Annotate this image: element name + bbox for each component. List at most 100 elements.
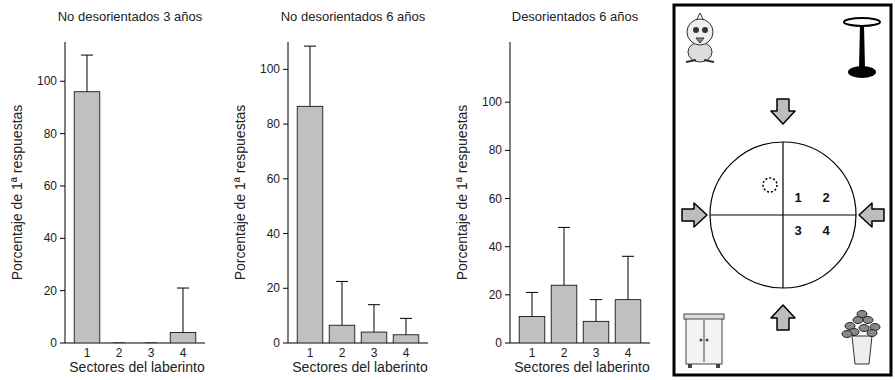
sector-label: 3 — [794, 223, 801, 238]
chart-title: Desorientados 6 años — [512, 9, 639, 24]
error-bar — [558, 227, 570, 285]
y-tick-label: 80 — [489, 143, 503, 157]
error-stem — [183, 288, 184, 332]
error-cap — [177, 288, 189, 289]
error-stem — [310, 46, 311, 106]
y-tick — [283, 288, 288, 289]
y-tick-label: 20 — [267, 281, 281, 295]
y-tick-label: 20 — [44, 284, 58, 298]
y-tick-label: 0 — [50, 336, 57, 350]
bird-tuft — [697, 13, 703, 19]
chart-panel: Desorientados 6 años Porcentaje de 1ª res… — [454, 9, 650, 375]
error-stem — [596, 300, 597, 322]
plant-leaf — [842, 331, 852, 338]
bar — [393, 335, 419, 343]
bar — [361, 332, 387, 343]
bird-eye — [693, 27, 699, 33]
plant-leaf — [867, 330, 877, 337]
y-axis-label: Porcentaje de 1ª respuestas — [9, 105, 25, 281]
cabinet-foot — [688, 364, 692, 368]
error-bar — [177, 288, 189, 332]
y-tick-label: 80 — [44, 127, 58, 141]
plot-area — [297, 46, 419, 343]
bar — [106, 343, 132, 344]
error-cap — [145, 343, 157, 344]
sector-label: 4 — [822, 223, 830, 238]
y-axis-label: Porcentaje de 1ª respuestas — [454, 105, 470, 281]
y-axis-line — [510, 42, 511, 343]
error-stem — [342, 281, 343, 325]
error-cap — [400, 318, 412, 319]
error-stem — [564, 227, 565, 285]
error-cap — [526, 292, 538, 293]
plant-leaf — [859, 325, 869, 332]
x-tick-label: 1 — [307, 346, 314, 360]
goal-marker — [763, 178, 777, 192]
y-tick-label: 0 — [495, 336, 502, 350]
bird-feet — [686, 60, 714, 62]
error-bar — [590, 300, 602, 322]
error-cap — [113, 343, 125, 344]
error-stem — [406, 318, 407, 334]
error-cap — [558, 227, 570, 228]
y-tick — [505, 198, 510, 199]
chart-title: No desorientados 3 años — [58, 9, 203, 24]
bar — [170, 333, 196, 343]
y-tick — [283, 233, 288, 234]
y-tick-label: 20 — [489, 288, 503, 302]
error-bar — [526, 292, 538, 316]
error-stem — [374, 305, 375, 332]
error-cap — [304, 46, 316, 47]
error-cap — [590, 299, 602, 300]
y-tick — [283, 343, 288, 344]
x-tick-label: 3 — [593, 346, 600, 360]
y-tick-label: 100 — [37, 74, 57, 88]
y-tick-label: 40 — [267, 227, 281, 241]
chart-panel: No desorientados 3 años Porcentaje de 1ª … — [9, 9, 205, 375]
bird-icon — [686, 13, 714, 62]
y-tick — [60, 343, 65, 344]
x-tick-label: 3 — [148, 346, 155, 360]
x-tick-label: 2 — [116, 346, 123, 360]
x-axis-label: Sectores del laberinto — [69, 359, 205, 375]
y-tick — [505, 246, 510, 247]
error-bar — [400, 318, 412, 334]
error-bar — [336, 281, 348, 325]
maze-circle — [710, 142, 856, 288]
x-tick-label: 1 — [84, 346, 91, 360]
error-cap — [622, 256, 634, 257]
y-tick-label: 60 — [44, 179, 58, 193]
x-tick-label: 4 — [403, 346, 410, 360]
bar — [74, 92, 100, 343]
y-tick — [60, 81, 65, 82]
bird-beak — [696, 38, 704, 43]
bar — [615, 300, 641, 343]
x-tick-label: 4 — [180, 346, 187, 360]
y-tick — [283, 124, 288, 125]
bar — [519, 317, 545, 343]
room-frame — [674, 5, 891, 375]
maze-diagram: 1234 — [674, 5, 891, 375]
error-cap — [81, 55, 93, 56]
y-axis-label: Porcentaje de 1ª respuestas — [232, 105, 248, 281]
chart-title: No desorientados 6 años — [281, 9, 426, 24]
y-tick — [505, 150, 510, 151]
plot-area — [519, 227, 641, 343]
table-top — [844, 18, 880, 26]
cabinet-foot — [716, 364, 720, 368]
x-tick-label: 3 — [371, 346, 378, 360]
y-tick-label: 100 — [260, 62, 280, 76]
start-arrow — [859, 203, 884, 227]
y-tick — [60, 133, 65, 134]
cabinet-knob — [706, 339, 709, 342]
y-tick-label: 60 — [489, 192, 503, 206]
bar — [551, 285, 577, 343]
error-bar — [368, 305, 380, 332]
bird-eye — [702, 27, 708, 33]
cabinet-body — [686, 318, 722, 364]
start-arrow — [682, 203, 707, 227]
error-cap — [336, 281, 348, 282]
bar — [583, 321, 609, 343]
x-tick-label: 2 — [561, 346, 568, 360]
error-cap — [368, 304, 380, 305]
